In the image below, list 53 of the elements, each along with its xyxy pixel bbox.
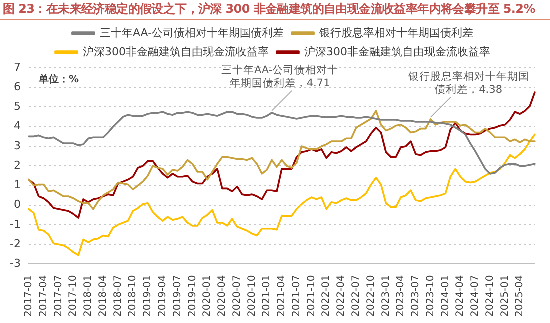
x-tick-label: 2020-10 — [246, 275, 258, 318]
x-tick-label: 2021-04 — [276, 275, 288, 318]
x-tick-label: 2020-01 — [202, 275, 214, 318]
x-tick-label: 2022-07 — [350, 275, 362, 318]
y-tick-label: 1 — [14, 178, 21, 192]
legend-label: 三十年AA-公司债相对十年期国债利差 — [100, 26, 284, 40]
x-tick-label: 2021-01 — [262, 275, 273, 318]
y-tick-label: 0 — [14, 198, 21, 212]
y-tick-label: 2 — [14, 158, 21, 172]
x-tick-label: 2020-07 — [232, 275, 243, 318]
chart-title: 图 23：在未来经济稳定的假设之下，沪深 300 非金融建筑的自由现金流收益率年内将会攀升至 5.2% — [0, 0, 550, 20]
annotation: 三十年AA-公司债相对十年期国债利差，4.71 — [221, 64, 339, 90]
y-tick-label: -2 — [10, 237, 21, 250]
x-tick-label: 2018-10 — [128, 275, 139, 318]
x-tick-label: 2019-07 — [172, 275, 184, 318]
y-tick-label: 4 — [14, 120, 21, 133]
x-tick-label: 2023-04 — [396, 275, 407, 318]
x-tick-label: 2023-01 — [380, 275, 392, 318]
x-tick-label: 2024-01 — [440, 275, 452, 318]
x-tick-label: 2021-10 — [306, 275, 318, 318]
x-tick-label: 2020-04 — [217, 275, 228, 318]
x-tick-label: 2017-10 — [68, 275, 80, 318]
x-tick-label: 2019-01 — [142, 275, 154, 318]
x-tick-label: 2019-04 — [158, 275, 169, 318]
x-tick-label: 2024-04 — [455, 275, 466, 318]
x-tick-label: 2023-10 — [425, 275, 436, 318]
x-tick-label: 2023-07 — [410, 275, 422, 318]
y-tick-label: 7 — [14, 60, 21, 74]
y-tick-label: 6 — [14, 80, 21, 94]
legend-label: 银行股息率相对十年期国债利差 — [318, 26, 474, 40]
x-tick-label: 2025-01 — [500, 275, 511, 318]
y-tick-label: -1 — [10, 218, 21, 231]
x-tick-label: 2017-07 — [53, 275, 64, 318]
x-tick-label: 2018-04 — [98, 275, 109, 318]
x-tick-label: 2025-04 — [514, 275, 526, 318]
x-tick-label: 2024-10 — [484, 275, 496, 318]
x-tick-label: 2022-01 — [321, 275, 332, 318]
y-tick-label: -3 — [10, 257, 21, 270]
y-tick-label: 5 — [14, 100, 21, 114]
x-tick-label: 2021-07 — [291, 275, 302, 318]
annotation: 银行股息率相对十年期国债利差，4.38 — [407, 70, 530, 96]
x-tick-label: 2017-04 — [38, 275, 50, 318]
x-tick-label: 2022-04 — [336, 275, 348, 318]
x-tick-label: 2018-01 — [83, 275, 94, 318]
x-tick-label: 2024-07 — [470, 275, 482, 318]
x-tick-label: 2017-01 — [24, 275, 35, 318]
legend-label: 沪深300非金融建筑自由现金流收益率 — [83, 45, 270, 58]
y-tick-label: 3 — [14, 139, 21, 152]
x-tick-label: 2018-07 — [112, 275, 124, 318]
legend-label: 沪深300非金融建筑自由现金流收益率 — [304, 45, 490, 58]
y-axis-title: 单位：% — [38, 74, 79, 86]
x-tick-label: 2022-10 — [366, 275, 377, 318]
x-tick-label: 2019-10 — [187, 275, 198, 318]
